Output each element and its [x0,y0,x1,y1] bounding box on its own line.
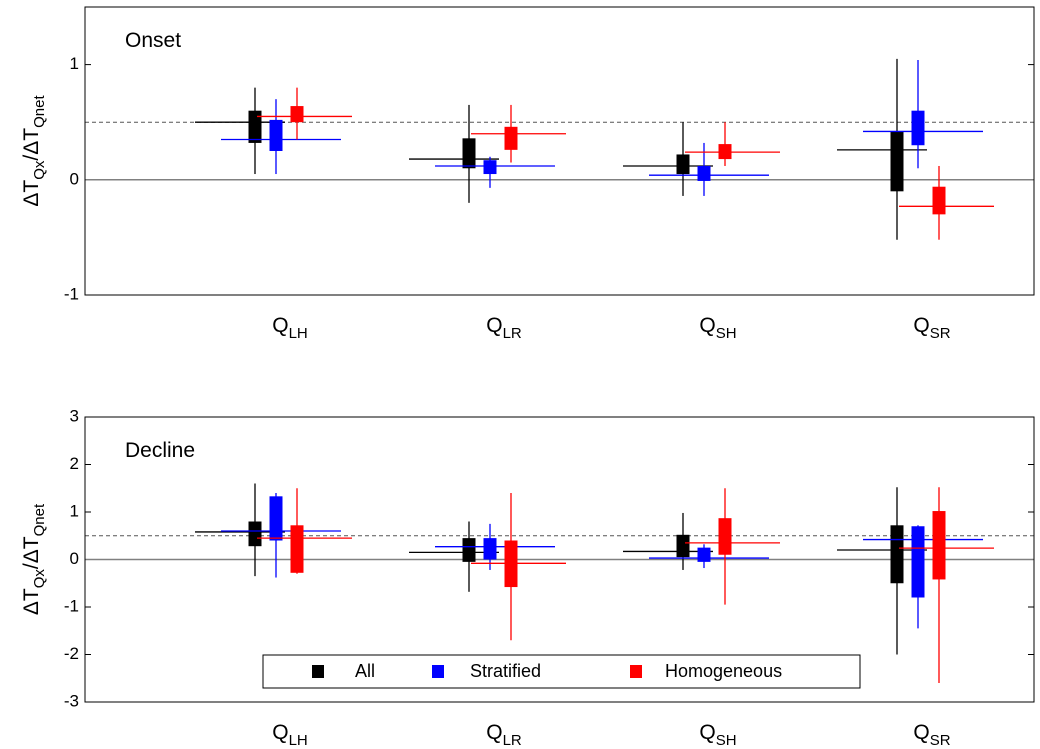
box [504,540,518,588]
x-tick-label-sub: SH [716,325,737,342]
box [932,186,946,215]
y-tick-label: 3 [70,406,79,425]
x-tick-label: QLH [272,721,308,749]
box [248,110,262,143]
box [697,165,711,181]
y-tick-label: -1 [64,284,79,303]
x-tick-label-base: Q [913,721,929,744]
legend-label: Homogeneous [665,661,782,681]
box [504,126,518,150]
y-axis-label-sub: Qx [31,569,48,589]
x-tick-label-base: Q [272,721,288,744]
box [483,538,497,560]
x-tick-label: QSH [699,721,736,749]
x-tick-label-base: Q [699,721,715,744]
y-tick-label: 1 [70,501,79,520]
x-tick-label-base: Q [699,314,715,337]
legend-label: Stratified [470,661,541,681]
box [718,144,732,160]
box [269,496,283,541]
axes-frame [84,416,1035,703]
x-tick-label-sub: SR [930,325,951,342]
box [911,526,925,598]
box [890,131,904,192]
x-tick-label: QLR [486,314,522,342]
x-tick-label-base: Q [486,314,502,337]
x-tick-label-sub: LH [289,325,308,342]
legend-swatch [312,665,324,678]
x-tick-label: QLH [272,314,308,342]
box [269,119,283,151]
box [718,518,732,555]
x-tick-label-sub: LR [503,732,522,749]
x-tick-label: QSH [699,314,736,342]
x-tick-label: QSR [913,314,950,342]
box [676,154,690,175]
y-tick-label: 0 [70,549,79,568]
box [290,106,304,123]
panel-annotation: Onset [125,29,181,52]
x-tick-label: QSR [913,721,950,749]
legend-label: All [355,661,375,681]
legend-swatch [630,665,642,678]
legend-swatch [432,665,444,678]
y-tick-label: -2 [64,644,79,663]
x-tick-label-base: Q [272,314,288,337]
box [483,160,497,175]
y-axis-label: ΔTQx/ΔTQnet [20,95,48,207]
box [676,534,690,558]
panel-annotation: Decline [125,439,195,462]
y-tick-label: -1 [64,596,79,615]
y-axis-label: ΔTQx/ΔTQnet [20,503,48,615]
x-tick-label: QLR [486,721,522,749]
y-tick-label: -3 [64,691,79,710]
legend-box [262,654,861,689]
y-tick-label: 0 [70,169,79,188]
box [911,110,925,146]
x-tick-label-sub: SH [716,732,737,749]
x-tick-label-base: Q [913,314,929,337]
axes-frame [84,6,1035,296]
box [890,525,904,584]
x-tick-label-sub: SR [930,732,951,749]
box [462,138,476,169]
box [462,538,476,562]
x-tick-label-base: Q [486,721,502,744]
y-axis-label-part: ΔT [20,180,43,207]
y-axis-label-sub: Qnet [31,503,48,536]
x-tick-label-sub: LH [289,732,308,749]
y-tick-label: 2 [70,454,79,473]
box [697,547,711,562]
y-axis-label-sub: Qx [31,160,48,180]
y-axis-label-part: /ΔT [20,536,43,569]
y-tick-label: 1 [70,54,79,73]
box [248,521,262,547]
box [290,525,304,573]
box [932,511,946,580]
y-axis-label-part: /ΔT [20,128,43,161]
y-axis-label-part: ΔT [20,588,43,615]
y-axis-label-sub: Qnet [31,95,48,128]
x-tick-label-sub: LR [503,325,522,342]
